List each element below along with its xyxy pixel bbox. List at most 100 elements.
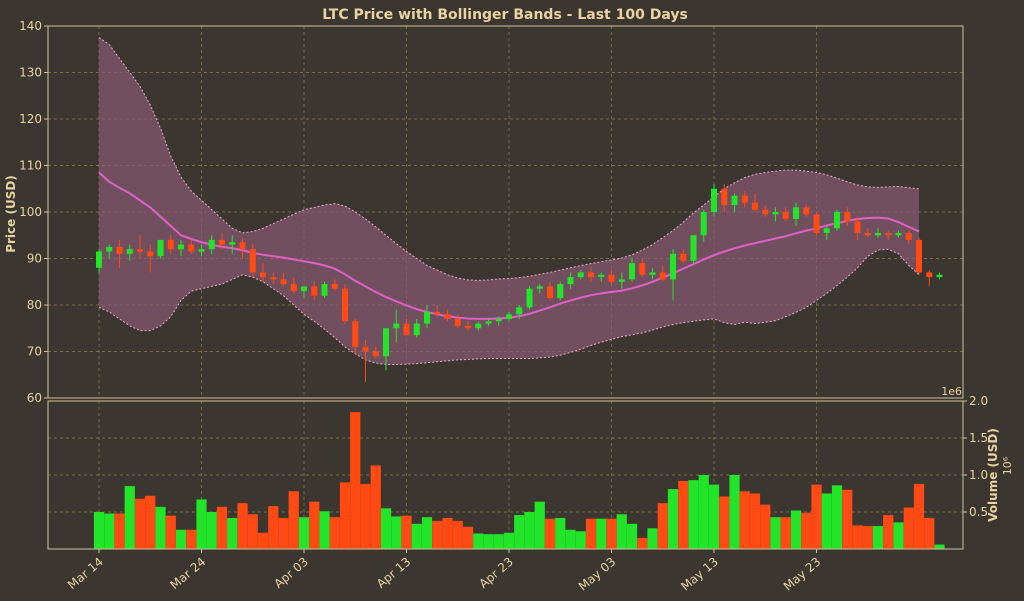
volume-bar — [626, 523, 638, 549]
volume-tick-label: 1.0 — [969, 468, 988, 482]
candle — [321, 281, 328, 299]
candle-body — [372, 351, 379, 357]
candle — [178, 239, 184, 257]
candle-body — [249, 249, 256, 273]
candle — [465, 321, 471, 331]
volume-bar — [801, 512, 812, 549]
volume-bar — [319, 511, 330, 549]
candle — [547, 281, 553, 301]
volume-bar — [719, 496, 730, 549]
volume-bar — [370, 465, 381, 549]
volume-bar — [555, 517, 566, 549]
candle-body — [547, 286, 553, 299]
volume-bar — [514, 514, 525, 549]
candle-body — [639, 263, 646, 275]
candle-body — [280, 279, 287, 285]
candle — [352, 318, 359, 354]
volume-tick-label: 0.5 — [969, 505, 988, 519]
candle-body — [895, 232, 902, 236]
candle-body — [96, 251, 102, 268]
candle-body — [444, 314, 451, 319]
volume-bar — [165, 515, 176, 549]
candle — [670, 249, 676, 301]
volume-bar — [391, 516, 402, 549]
volume-bar — [903, 507, 914, 549]
candle — [526, 286, 533, 310]
volume-bar — [678, 480, 689, 549]
volume-bar — [872, 526, 884, 549]
volume-bar — [544, 518, 556, 549]
candle-body — [577, 272, 584, 278]
candle — [629, 258, 635, 282]
price-tick-label: 90 — [27, 252, 42, 266]
price-tick-label: 110 — [19, 159, 42, 173]
volume-bar — [268, 506, 279, 549]
candle-body — [198, 249, 205, 252]
candle-body — [321, 284, 328, 296]
candle-body — [301, 286, 307, 292]
volume-bar — [575, 531, 586, 549]
candle — [905, 230, 912, 245]
candle — [424, 305, 430, 329]
volume-panel: 0.5 1.0 1.5 2.0 Mar 14 Mar 24 Apr 03 Apr 13 Apr … — [47, 394, 988, 594]
candle-body — [290, 284, 297, 292]
candle-body — [188, 244, 195, 252]
candle — [516, 305, 523, 319]
candle — [936, 272, 943, 280]
candle — [280, 272, 287, 287]
candle-body — [629, 263, 635, 280]
volume-bar — [503, 532, 515, 549]
x-tick-label: Apr 23 — [476, 555, 516, 591]
candle-body — [916, 239, 922, 273]
volume-bar — [288, 491, 299, 549]
candle — [854, 216, 861, 240]
volume-bar — [483, 534, 494, 549]
volume-bar — [913, 483, 925, 549]
candle-body — [649, 272, 656, 275]
candle-body — [772, 212, 779, 215]
candle-body — [229, 242, 236, 245]
candle — [875, 228, 881, 238]
volume-bar — [196, 499, 207, 549]
volume-bar — [657, 503, 668, 549]
candle — [444, 309, 451, 322]
volume-bar — [883, 514, 894, 549]
volume-bar — [93, 512, 105, 549]
volume-bar — [247, 514, 258, 549]
candle — [813, 212, 820, 236]
candles — [96, 184, 943, 382]
candle — [290, 277, 297, 294]
candle — [844, 207, 851, 226]
candle-body — [557, 284, 564, 299]
volume-bar — [811, 484, 822, 549]
volume-bar — [421, 517, 433, 549]
candle-body — [854, 221, 861, 233]
candle-body — [311, 286, 318, 296]
x-tick-label: Apr 03 — [271, 555, 311, 591]
volume-bar — [329, 517, 340, 549]
candle — [208, 235, 215, 254]
candle-body — [680, 253, 687, 261]
volume-bar — [124, 486, 135, 549]
x-tick-label: Mar 24 — [167, 555, 208, 593]
price-tick-label: 130 — [19, 66, 42, 80]
candle — [372, 346, 379, 359]
candle-body — [239, 242, 246, 250]
candle-body — [670, 253, 676, 280]
volume-bar — [606, 518, 617, 549]
candle — [639, 258, 646, 278]
candle-body — [147, 251, 154, 257]
candle — [311, 281, 318, 301]
candle — [711, 184, 717, 217]
candle-body — [813, 214, 820, 233]
candle-body — [834, 212, 840, 229]
candle-body — [721, 188, 728, 206]
volume-bar — [432, 520, 443, 549]
candle — [301, 286, 307, 299]
price-tick-label: 140 — [19, 19, 42, 33]
price-tick-label: 120 — [19, 112, 42, 126]
candle — [659, 265, 666, 282]
candle-body — [167, 239, 174, 250]
volume-bar — [739, 491, 750, 549]
